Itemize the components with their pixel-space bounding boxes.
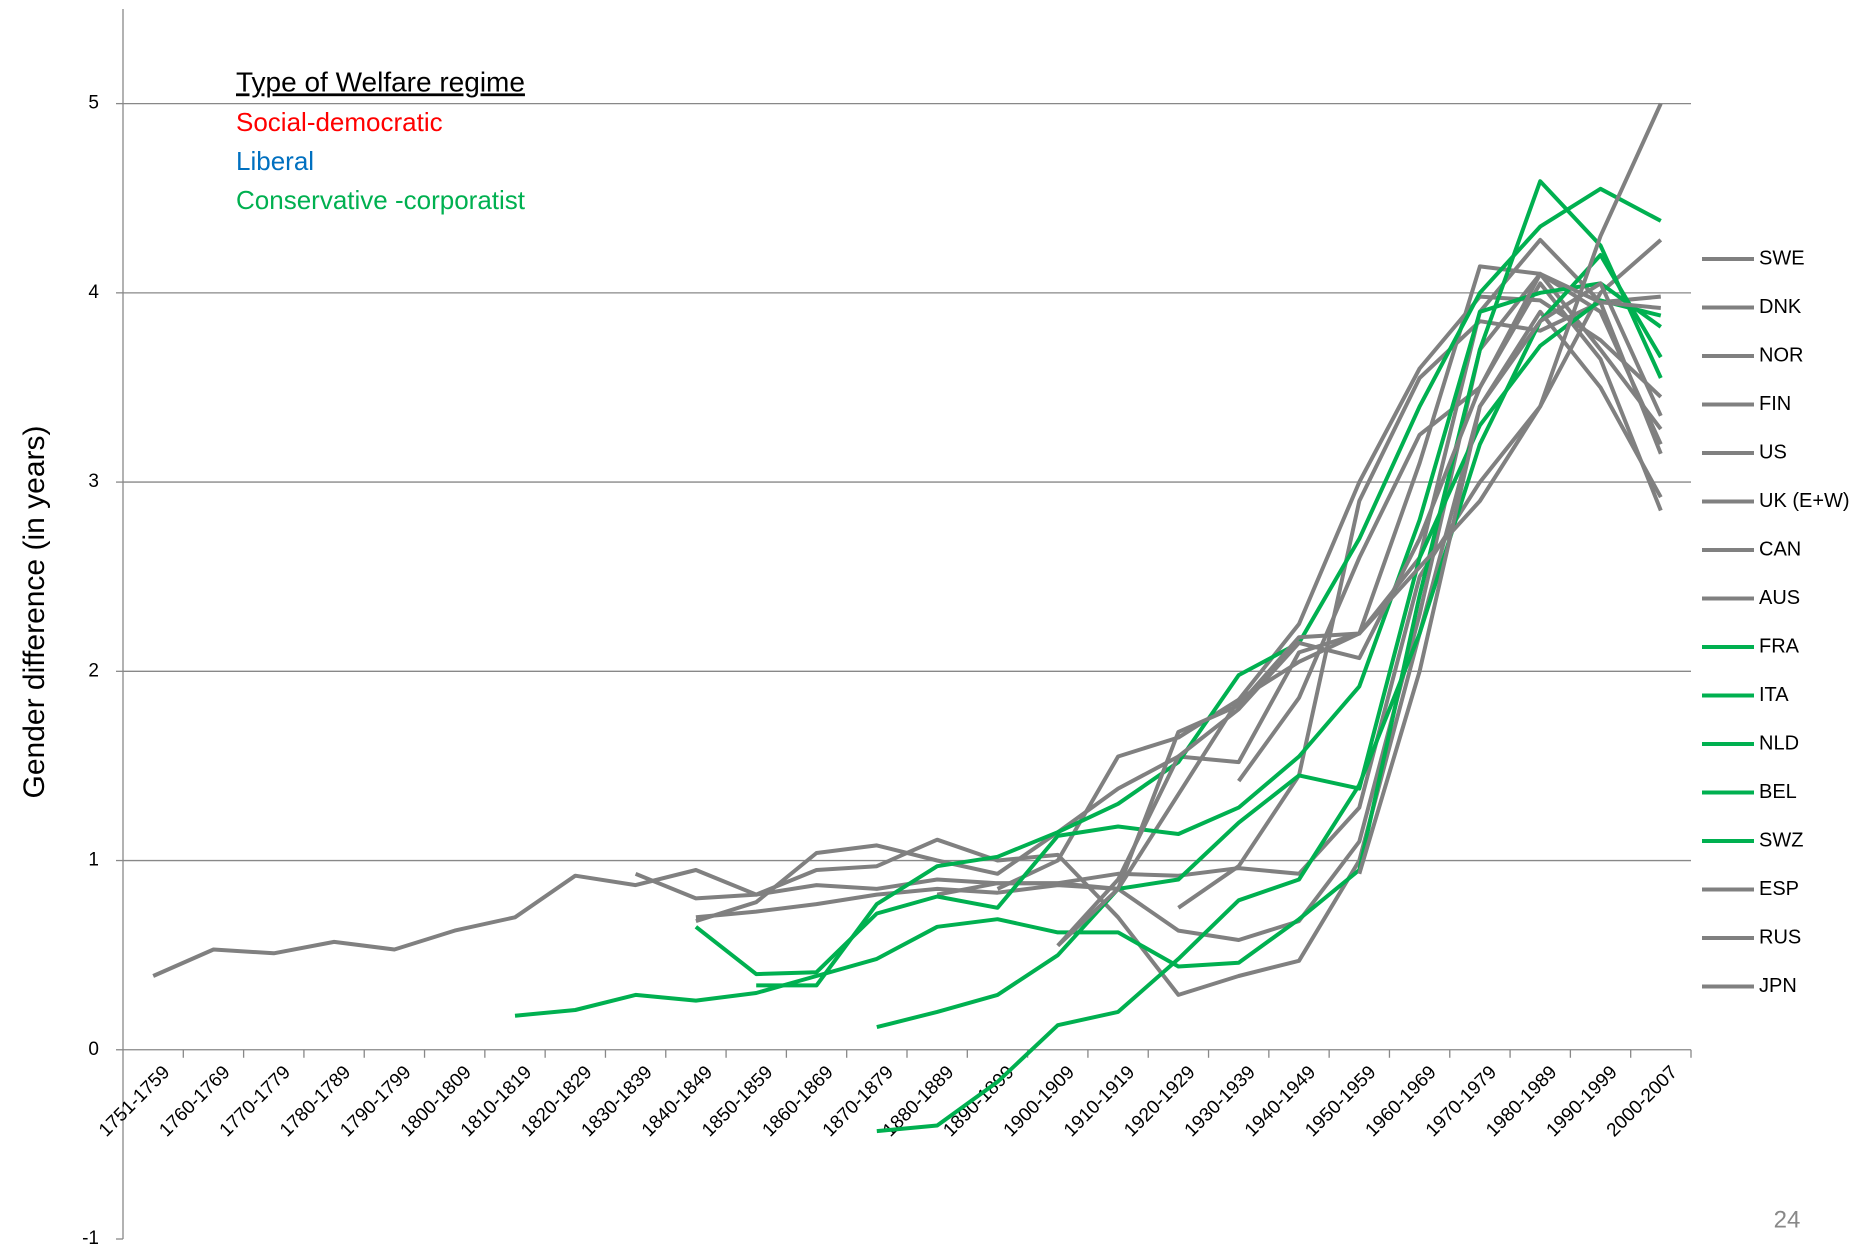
legend-label: AUS	[1759, 587, 1800, 609]
y-tick-label: 0	[88, 1039, 99, 1060]
series-line	[634, 309, 1663, 997]
annotation: Conservative -corporatist	[236, 185, 526, 215]
legend-label: US	[1759, 441, 1787, 463]
series-line	[514, 179, 1663, 1018]
legend-label: DNK	[1759, 296, 1802, 318]
legend-label: FIN	[1759, 393, 1791, 415]
y-tick-label: 1	[88, 850, 99, 871]
y-axis-label: Gender difference (in years)	[18, 426, 51, 799]
legend-label: ESP	[1759, 878, 1799, 900]
series-line	[1056, 271, 1661, 948]
legend-label: NLD	[1759, 732, 1799, 754]
y-tick-label: 5	[88, 93, 99, 114]
legend-label: SWE	[1759, 247, 1805, 269]
series-line	[694, 281, 1662, 977]
series-line	[876, 253, 1663, 1134]
legend-label: CAN	[1759, 538, 1801, 560]
series-line	[876, 298, 1662, 1030]
series-line	[695, 264, 1663, 924]
legend-label: BEL	[1759, 781, 1797, 803]
series-line	[1056, 102, 1663, 948]
y-tick-label: 3	[88, 471, 99, 492]
y-tick-label: 2	[88, 660, 99, 681]
legend-label: NOR	[1759, 344, 1803, 366]
legend-label: FRA	[1759, 635, 1800, 657]
annotation: Social-democratic	[236, 107, 443, 137]
legend-label: UK (E+W)	[1759, 490, 1850, 512]
legend-title: Type of Welfare regime	[236, 66, 525, 97]
legend-label: SWZ	[1759, 829, 1803, 851]
legend-label: ITA	[1759, 684, 1789, 706]
series-line	[936, 237, 1663, 897]
legend-label: JPN	[1759, 975, 1797, 997]
annotation: Liberal	[236, 146, 314, 176]
legend-label: RUS	[1759, 926, 1801, 948]
series-line	[1177, 294, 1661, 910]
y-tick-label: -1	[82, 1228, 99, 1245]
series-line	[996, 294, 1663, 891]
y-tick-label: 4	[88, 282, 99, 303]
series-line	[1357, 281, 1663, 875]
page-number: 24	[1774, 1206, 1801, 1233]
